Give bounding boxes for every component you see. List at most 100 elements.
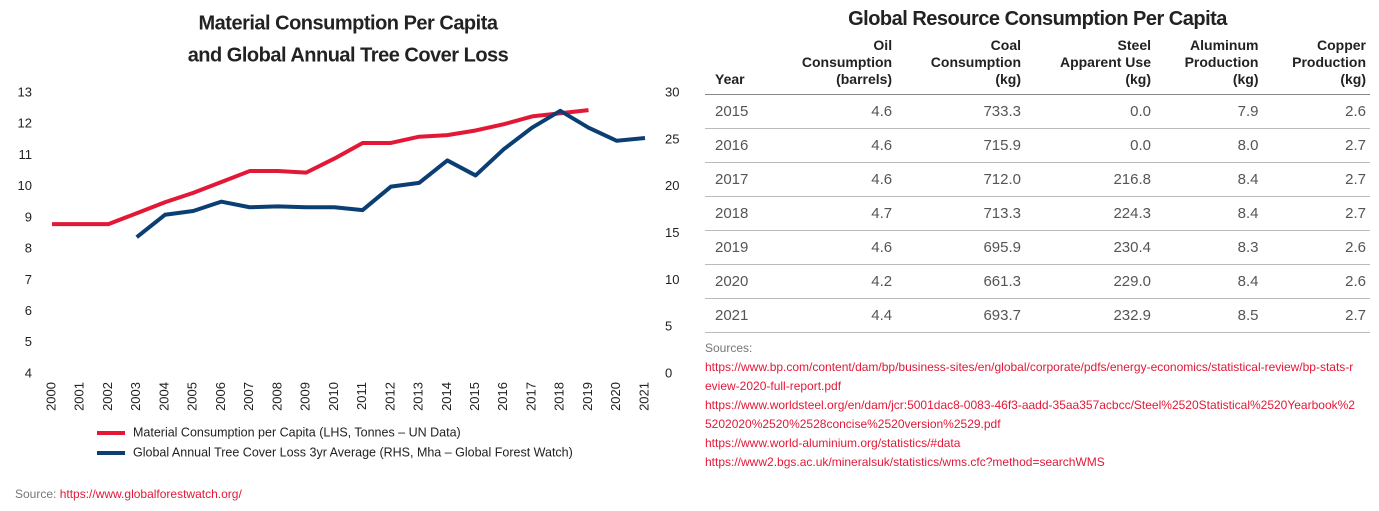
table-cell: 733.3 (896, 94, 1026, 129)
x-tick-label: 2020 (608, 382, 623, 411)
table-cell: 2021 (705, 298, 768, 333)
table-row: 2021 4.4 693.7 232.9 8.5 2.7 (705, 298, 1370, 333)
table-cell: 715.9 (896, 128, 1026, 163)
legend-label: Global Annual Tree Cover Loss 3yr Averag… (133, 445, 573, 459)
x-tick-label: 2007 (241, 382, 256, 411)
table-row: 2020 4.2 661.3 229.0 8.4 2.6 (705, 264, 1370, 299)
chart-title: Material Consumption Per Capita (199, 12, 499, 34)
chart-title: and Global Annual Tree Cover Loss (188, 44, 509, 66)
y-tick-label: 7 (25, 272, 32, 287)
x-tick-label: 2011 (354, 382, 369, 410)
table-row: 2019 4.6 695.9 230.4 8.3 2.6 (705, 230, 1370, 265)
table-cell: 216.8 (1025, 162, 1155, 197)
x-tick-label: 2019 (580, 382, 595, 411)
y2-tick-label: 20 (665, 178, 679, 193)
x-tick-label: 2005 (185, 382, 200, 411)
sources-label: Sources: (705, 341, 753, 355)
table-cell: 2.7 (1262, 196, 1370, 231)
table-cell: 4.4 (767, 298, 897, 333)
table-cell: 8.5 (1155, 298, 1263, 333)
table-row: 2018 4.7 713.3 224.3 8.4 2.7 (705, 196, 1370, 231)
x-tick-label: 2004 (156, 382, 171, 411)
table-cell: 2018 (705, 196, 768, 231)
table-cell: 661.3 (896, 264, 1026, 299)
source-link[interactable]: https://www2.bgs.ac.uk/mineralsuk/statis… (705, 455, 1105, 469)
table-cell: 0.0 (1025, 128, 1155, 163)
x-tick-label: 2012 (382, 382, 397, 411)
x-tick-label: 2006 (213, 382, 228, 411)
table-cell: 4.6 (767, 128, 897, 163)
table-cell: 8.4 (1155, 196, 1263, 231)
y-tick-label: 11 (19, 147, 33, 162)
table-panel: Global Resource Consumption Per Capita Y… (705, 8, 1370, 472)
table-cell: 8.4 (1155, 264, 1263, 299)
y2-tick-label: 30 (665, 84, 679, 99)
x-tick-label: 2009 (298, 382, 313, 411)
x-tick-label: 2001 (72, 382, 87, 411)
x-tick-label: 2000 (43, 382, 58, 411)
x-tick-label: 2018 (552, 382, 567, 411)
table-cell: 2.7 (1262, 298, 1370, 333)
x-tick-label: 2014 (439, 382, 454, 411)
y2-tick-label: 5 (665, 319, 672, 334)
table-cell: 2.6 (1262, 94, 1370, 129)
table-cell: 712.0 (896, 162, 1026, 197)
x-tick-label: 2003 (128, 382, 143, 411)
sources: Sources: https://www.bp.com/content/dam/b… (705, 339, 1370, 472)
series-line (135, 108, 646, 239)
y-tick-label: 8 (25, 241, 32, 256)
x-tick-label: 2008 (269, 382, 284, 411)
table-cell: 2020 (705, 264, 768, 299)
source-link[interactable]: https://www.world-aluminium.org/statisti… (705, 436, 961, 450)
x-tick-label: 2017 (523, 382, 538, 411)
y2-tick-label: 10 (665, 272, 679, 287)
table-cell: 230.4 (1025, 230, 1155, 265)
table-title: Global Resource Consumption Per Capita (848, 8, 1227, 30)
x-tick-label: 2010 (326, 382, 341, 411)
x-tick-label: 2016 (495, 382, 510, 411)
table-cell: 2019 (705, 230, 768, 265)
column-header: Oil Consumption (barrels) (767, 37, 897, 95)
source-label: Source: (15, 487, 60, 501)
source-link[interactable]: https://www.globalforestwatch.org/ (60, 487, 243, 501)
table-cell: 232.9 (1025, 298, 1155, 333)
table-cell: 693.7 (896, 298, 1026, 333)
table-cell: 2016 (705, 128, 768, 163)
source-link[interactable]: https://www.worldsteel.org/en/dam/jcr:50… (705, 398, 1355, 431)
x-tick-label: 2021 (636, 382, 651, 411)
table-row: 2016 4.6 715.9 0.0 8.0 2.7 (705, 128, 1370, 163)
y2-tick-label: 25 (665, 131, 679, 146)
table-cell: 4.6 (767, 162, 897, 197)
header-row: Year Oil Consumption (barrels) Coal Consum… (705, 37, 1370, 95)
table-cell: 713.3 (896, 196, 1026, 231)
y-tick-label: 9 (25, 209, 32, 224)
table-cell: 2.7 (1262, 162, 1370, 197)
table-row: 2017 4.6 712.0 216.8 8.4 2.7 (705, 162, 1370, 197)
table-cell: 2015 (705, 94, 768, 129)
y-tick-label: 5 (25, 334, 32, 349)
y-tick-label: 10 (18, 178, 32, 193)
y-tick-label: 6 (25, 303, 32, 318)
table-cell: 4.2 (767, 264, 897, 299)
source-link[interactable]: https://www.bp.com/content/dam/bp/busine… (705, 360, 1354, 393)
table-cell: 8.3 (1155, 230, 1263, 265)
table-cell: 2.6 (1262, 230, 1370, 265)
legend-label: Material Consumption per Capita (LHS, To… (133, 425, 461, 439)
table-cell: 2.7 (1262, 128, 1370, 163)
table-cell: 2.6 (1262, 264, 1370, 299)
table-row: 2015 4.6 733.3 0.0 7.9 2.6 (705, 94, 1370, 129)
column-header: Steel Apparent Use (kg) (1025, 37, 1155, 95)
column-header: Aluminum Production (kg) (1155, 37, 1263, 95)
table-cell: 7.9 (1155, 94, 1263, 129)
y-tick-label: 12 (18, 116, 32, 131)
table-cell: 8.4 (1155, 162, 1263, 197)
table-cell: 0.0 (1025, 94, 1155, 129)
table-cell: 4.6 (767, 94, 897, 129)
y2-tick-label: 15 (665, 225, 679, 240)
source: Source: https://www.globalforestwatch.or… (15, 487, 242, 501)
table-cell: 4.6 (767, 230, 897, 265)
table-cell: 2017 (705, 162, 768, 197)
series-line (52, 108, 589, 227)
table-cell: 229.0 (1025, 264, 1155, 299)
